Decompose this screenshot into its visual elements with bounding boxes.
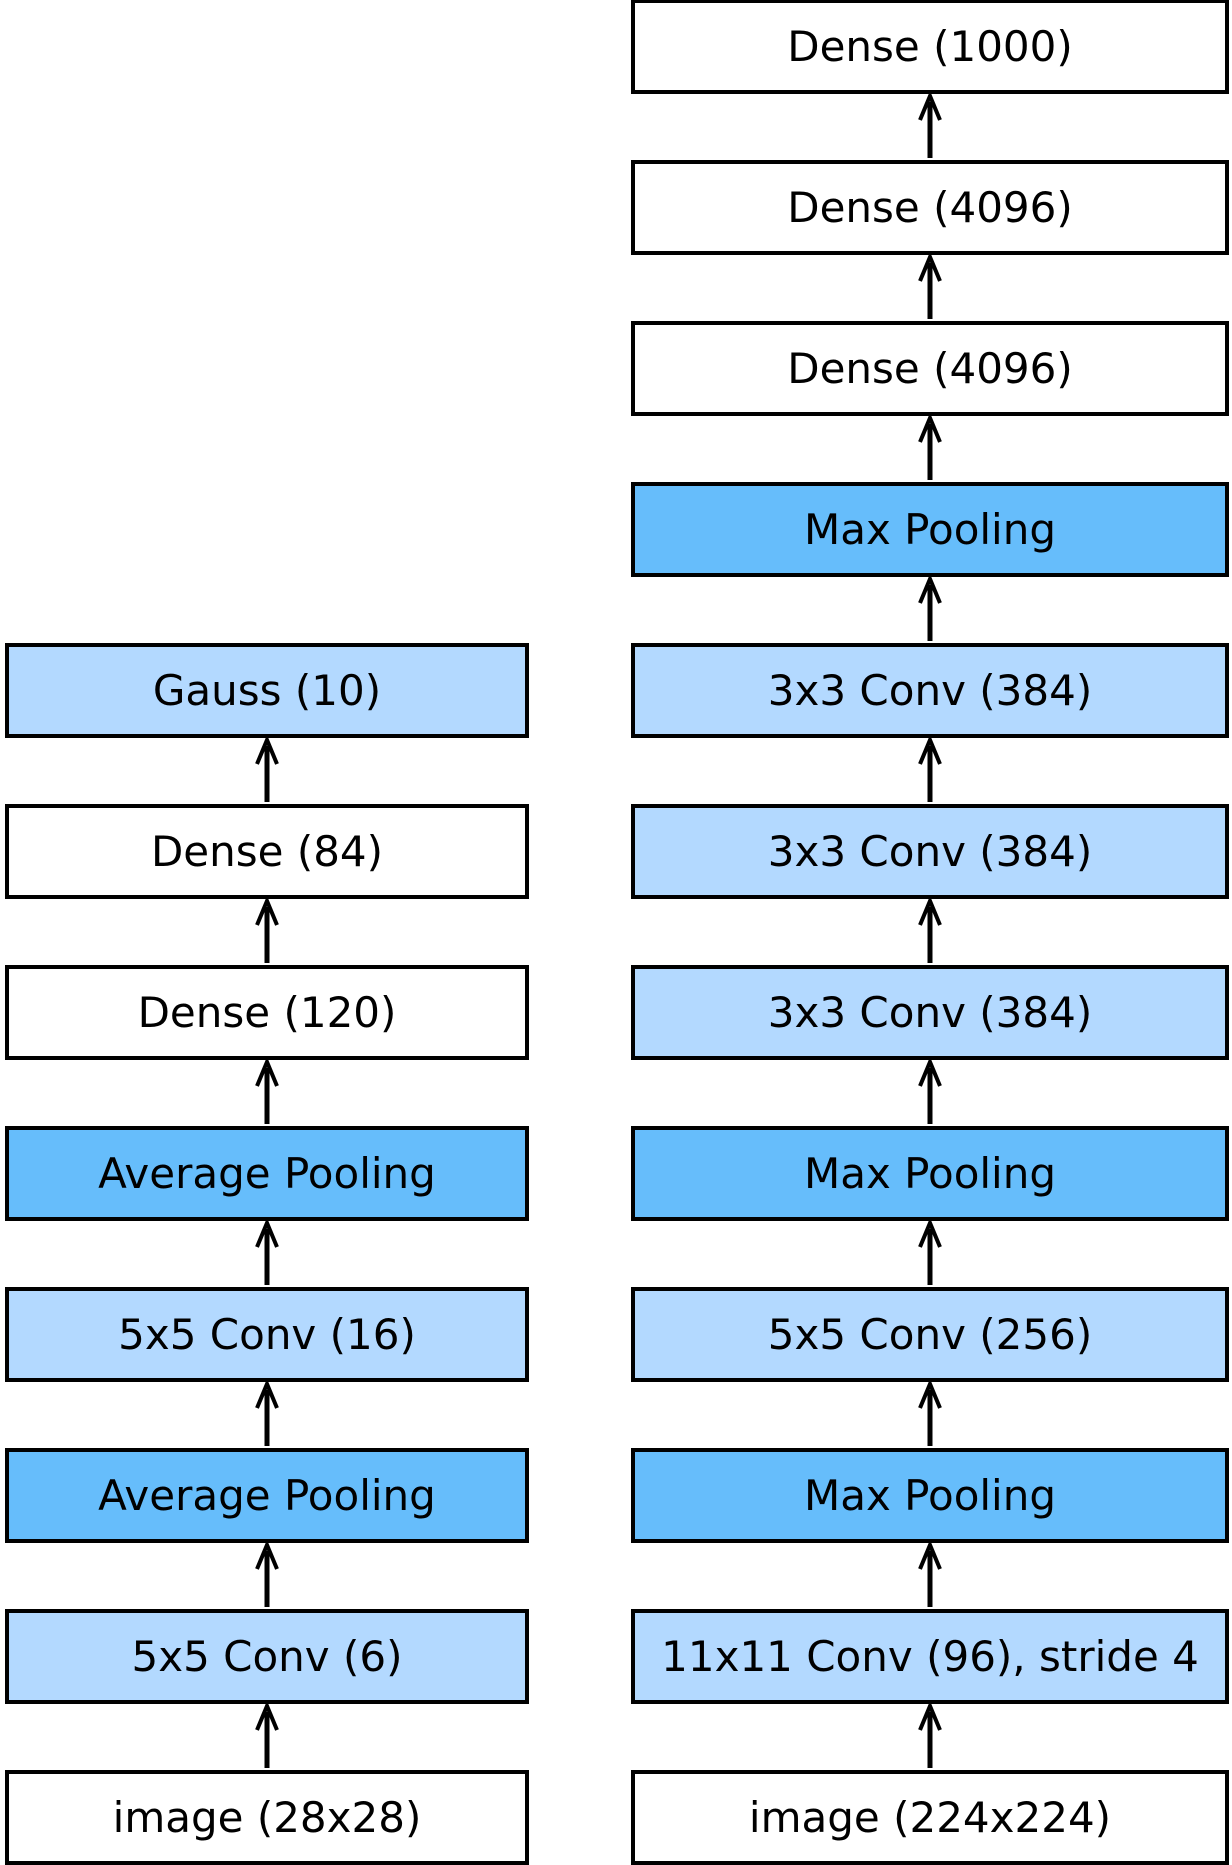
lenet-arrow-4-to-5: [255, 1056, 279, 1124]
lenet-arrow-5-to-6: [255, 895, 279, 963]
alexnet-layer-7: 3x3 Conv (384): [631, 643, 1229, 738]
alexnet-arrow-10-to-11: [918, 90, 942, 158]
alexnet-layer-9: Dense (4096): [631, 321, 1229, 416]
alexnet-arrow-2-to-3: [918, 1378, 942, 1446]
alexnet-layer-5: 3x3 Conv (384): [631, 965, 1229, 1060]
lenet-arrow-6-to-7: [255, 734, 279, 802]
alexnet-layer-11: Dense (1000): [631, 0, 1229, 94]
alexnet-layer-10: Dense (4096): [631, 160, 1229, 255]
lenet-layer-5: Dense (120): [5, 965, 529, 1060]
lenet-layer-6: Dense (84): [5, 804, 529, 899]
alexnet-layer-2: Max Pooling: [631, 1448, 1229, 1543]
lenet-layer-7: Gauss (10): [5, 643, 529, 738]
alexnet-layer-8: Max Pooling: [631, 482, 1229, 577]
lenet-layer-1: 5x5 Conv (6): [5, 1609, 529, 1704]
alexnet-arrow-7-to-8: [918, 573, 942, 641]
lenet-arrow-2-to-3: [255, 1378, 279, 1446]
alexnet-arrow-5-to-6: [918, 895, 942, 963]
lenet-layer-2: Average Pooling: [5, 1448, 529, 1543]
alexnet-arrow-8-to-9: [918, 412, 942, 480]
alexnet-arrow-9-to-10: [918, 251, 942, 319]
alexnet-arrow-6-to-7: [918, 734, 942, 802]
lenet-layer-0: image (28x28): [5, 1770, 529, 1865]
lenet-layer-4: Average Pooling: [5, 1126, 529, 1221]
lenet-arrow-1-to-2: [255, 1539, 279, 1607]
alexnet-arrow-4-to-5: [918, 1056, 942, 1124]
alexnet-arrow-1-to-2: [918, 1539, 942, 1607]
alexnet-layer-0: image (224x224): [631, 1770, 1229, 1865]
alexnet-arrow-3-to-4: [918, 1217, 942, 1285]
lenet-layer-3: 5x5 Conv (16): [5, 1287, 529, 1382]
alexnet-layer-1: 11x11 Conv (96), stride 4: [631, 1609, 1229, 1704]
alexnet-layer-6: 3x3 Conv (384): [631, 804, 1229, 899]
alexnet-layer-3: 5x5 Conv (256): [631, 1287, 1229, 1382]
lenet-arrow-3-to-4: [255, 1217, 279, 1285]
alexnet-layer-4: Max Pooling: [631, 1126, 1229, 1221]
alexnet-arrow-0-to-1: [918, 1700, 942, 1768]
lenet-arrow-0-to-1: [255, 1700, 279, 1768]
